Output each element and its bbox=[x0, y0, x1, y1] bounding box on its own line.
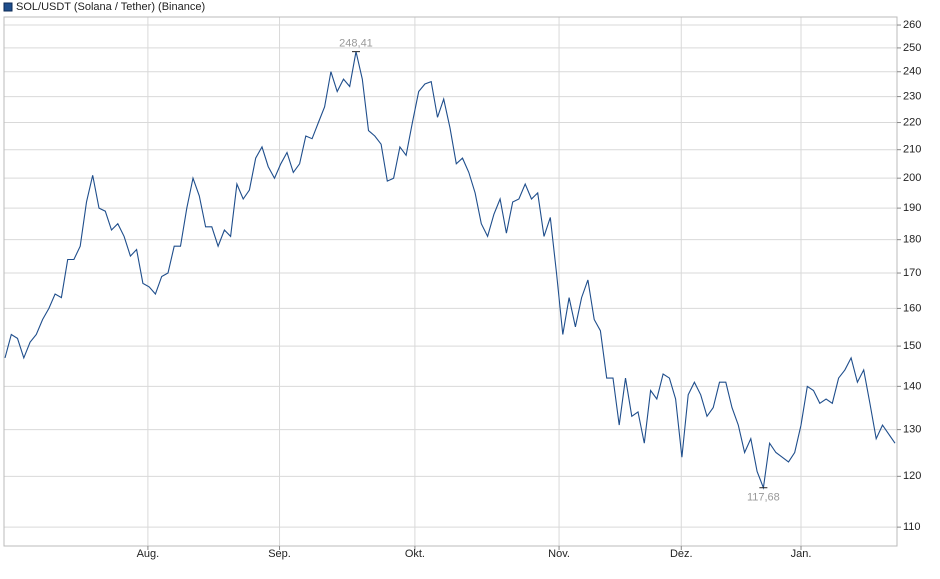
y-tick-label: 220 bbox=[903, 116, 921, 128]
x-tick-label: Nov. bbox=[548, 548, 570, 560]
x-tick-label: Aug. bbox=[137, 548, 160, 560]
y-tick-label: 110 bbox=[903, 521, 921, 533]
price-line bbox=[4, 51, 896, 490]
plot-frame bbox=[3, 16, 898, 547]
y-tick-label: 250 bbox=[903, 42, 921, 54]
extreme-label: 248,41 bbox=[339, 38, 373, 50]
extreme-label: 117,68 bbox=[747, 492, 780, 504]
plot: 110 120 130 140 150 160 170 180 190 200 210 220 230 2… bbox=[4, 19, 921, 560]
y-tick-label: 160 bbox=[903, 302, 921, 314]
x-tick-label: Sep. bbox=[268, 548, 291, 560]
x-tick-label: Okt. bbox=[405, 548, 425, 560]
y-tick-label: 150 bbox=[903, 340, 921, 352]
y-tick-label: 260 bbox=[903, 19, 921, 31]
y-tick-label: 140 bbox=[903, 380, 921, 392]
legend-label: SOL/USDT (Solana / Tether) (Binance) bbox=[16, 1, 205, 13]
y-tick-label: 120 bbox=[903, 470, 921, 482]
grid bbox=[4, 17, 897, 546]
y-tick-label: 210 bbox=[903, 144, 921, 156]
legend-swatch bbox=[3, 2, 13, 12]
y-tick-label: 240 bbox=[903, 66, 921, 78]
y-tick-label: 180 bbox=[903, 234, 921, 246]
y-tick-label: 200 bbox=[903, 172, 921, 184]
y-tick-label: 170 bbox=[903, 267, 921, 279]
y-tick-label: 130 bbox=[903, 424, 921, 436]
x-tick-label: Dez. bbox=[670, 548, 693, 560]
y-tick-label: 190 bbox=[903, 202, 921, 214]
x-tick-label: Jan. bbox=[791, 548, 812, 560]
y-tick-label: 230 bbox=[903, 90, 921, 102]
